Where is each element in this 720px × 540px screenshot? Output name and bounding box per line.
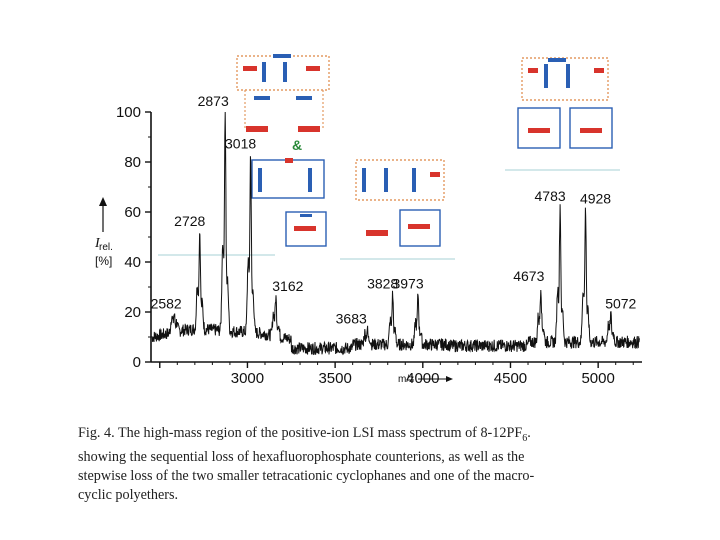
- y-tick-label: 20: [124, 304, 141, 321]
- x-label-arrowhead: [446, 376, 453, 382]
- peak-label: 3973: [392, 276, 423, 292]
- caption-line-1-end: .: [527, 425, 531, 441]
- peak-label: 2873: [198, 93, 229, 109]
- caption-line-4: cyclic polyethers.: [78, 486, 179, 503]
- peak-label: 3683: [336, 311, 367, 327]
- peak-label: 2582: [151, 296, 182, 312]
- structure-diagram-left-lower: [251, 158, 327, 247]
- y-label-arrowhead: [99, 197, 107, 206]
- caption-line-2: showing the sequential loss of hexafluor…: [78, 448, 525, 465]
- y-label-symbol: I: [94, 236, 101, 251]
- structure-diagram-right: [517, 57, 613, 149]
- spectrum-trace: [151, 111, 640, 356]
- x-tick-label: 5000: [581, 370, 614, 387]
- guide-lines: [158, 169, 620, 260]
- peak-label: 3162: [272, 278, 303, 294]
- y-tick-label: 40: [124, 254, 141, 271]
- peak-label: 3018: [225, 136, 256, 152]
- x-ticks: 3000 3500 4000 4500 5000: [159, 362, 634, 387]
- peak-label: 4673: [513, 268, 544, 284]
- y-axis-label: I rel. [%]: [94, 197, 113, 268]
- x-tick-label: 3000: [231, 370, 264, 387]
- x-label-text: m/z: [398, 374, 414, 385]
- peak-label: 3828: [367, 276, 398, 292]
- peak-label: 4783: [535, 188, 566, 204]
- peak-label: 2728: [174, 213, 205, 229]
- y-tick-label: 0: [133, 354, 141, 371]
- structure-diagram-middle: [355, 159, 445, 247]
- x-axis-label: m/z: [398, 374, 453, 385]
- y-tick-label: 80: [124, 154, 141, 171]
- y-label-unit: [%]: [95, 254, 112, 268]
- caption-line-1-subscript: 6: [522, 432, 528, 444]
- y-tick-label: 60: [124, 204, 141, 221]
- y-ticks: 0 20 40 60 80 100: [116, 104, 151, 371]
- caption-line-1: Fig. 4. The high-mass region of the posi…: [78, 424, 648, 448]
- peak-label: 4928: [580, 191, 611, 207]
- y-label-subscript: rel.: [99, 242, 113, 253]
- caption-line-1-text: Fig. 4. The high-mass region of the posi…: [78, 425, 523, 441]
- ampersand-annotation: &: [292, 137, 302, 153]
- figure-caption: Fig. 4. The high-mass region of the posi…: [78, 424, 648, 505]
- structure-diagram-left: [236, 54, 330, 132]
- caption-line-3: stepwise loss of the two smaller tetraca…: [78, 467, 535, 484]
- x-tick-label: 4500: [494, 370, 527, 387]
- y-tick-label: 100: [116, 104, 141, 121]
- peak-label: 5072: [605, 296, 636, 312]
- x-tick-label: 3500: [318, 370, 351, 387]
